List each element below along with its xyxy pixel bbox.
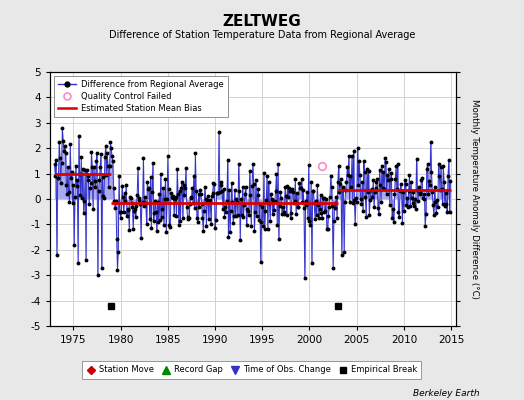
Text: Berkeley Earth: Berkeley Earth: [413, 389, 479, 398]
Legend: Station Move, Record Gap, Time of Obs. Change, Empirical Break: Station Move, Record Gap, Time of Obs. C…: [82, 361, 421, 379]
Legend: Difference from Regional Average, Quality Control Failed, Estimated Station Mean: Difference from Regional Average, Qualit…: [54, 76, 227, 117]
Text: Difference of Station Temperature Data from Regional Average: Difference of Station Temperature Data f…: [109, 30, 415, 40]
Y-axis label: Monthly Temperature Anomaly Difference (°C): Monthly Temperature Anomaly Difference (…: [470, 99, 479, 299]
Text: ZELTWEG: ZELTWEG: [223, 14, 301, 29]
